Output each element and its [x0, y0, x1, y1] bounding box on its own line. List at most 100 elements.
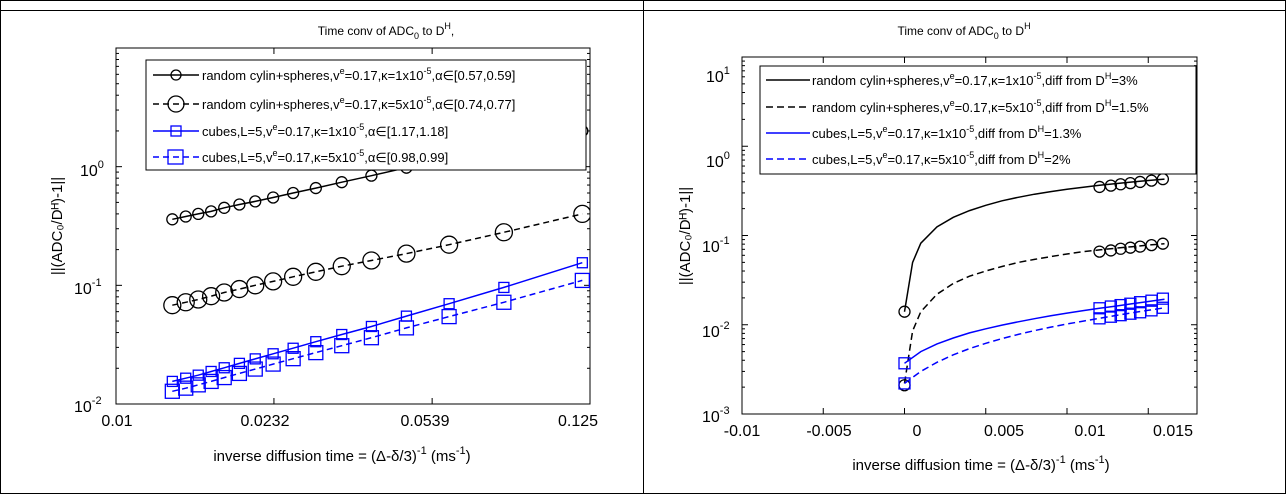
left-series-point-0 [218, 201, 231, 214]
left-series-point-2 [287, 342, 299, 354]
left-legend-label-3: cubes,L=5,ve=0.17,κ=5x10-5,α∈[0.98,0.99] [202, 148, 448, 165]
right-chart: Time conv of ADC0 to DH random cylin+sph… [677, 21, 1198, 474]
left-chart: Time conv of ADC0 to DH, random cylin+sp… [49, 21, 598, 465]
right-series-line-3 [904, 307, 1165, 385]
left-series-point-1 [573, 204, 590, 224]
left-series-point-1 [215, 283, 234, 302]
right-series-point-0 [1104, 179, 1118, 192]
right-y-tick-label: 101 [706, 65, 730, 86]
left-legend-box [145, 59, 587, 171]
right-legend-label-3: cubes,L=5,ve=0.17,κ=5x10-5,diff from DH=… [812, 150, 1071, 167]
left-x-tick-label: 0.125 [558, 413, 598, 430]
left-series-point-0 [335, 176, 348, 189]
left-x-tick-label: 0.01 [101, 413, 132, 430]
left-series-point-1 [332, 257, 351, 276]
right-series-point-1 [1124, 241, 1137, 254]
left-chart-title: Time conv of ADC0 to DH, [318, 21, 454, 41]
right-series-point-3 [1124, 307, 1137, 320]
left-series-point-0 [179, 210, 192, 223]
left-series-point-3 [178, 380, 194, 396]
left-series-point-3 [334, 338, 350, 354]
right-y-axis: 10-3 10-2 10-1 100 101 ||(ADC₀/Dᴴ)-1|| [677, 65, 730, 426]
left-series-point-2 [267, 348, 279, 360]
left-series-point-1 [246, 276, 265, 295]
right-series-point-1 [1156, 237, 1170, 250]
left-legend-label-2: cubes,L=5,ve=0.17,κ=1x10-5,α∈[1.17,1.18] [202, 122, 448, 139]
left-series-point-1 [189, 290, 208, 309]
left-series-point-1 [494, 223, 514, 242]
left-series-point-2 [365, 320, 378, 333]
left-legend-label-1: random cylin+spheres,ve=0.17,κ=5x10-5,α∈… [202, 95, 515, 112]
left-series-point-2 [218, 362, 230, 374]
right-series-point-3 [1156, 301, 1170, 314]
left-series-point-0 [204, 205, 218, 218]
left-x-tick-label: 0.0232 [241, 413, 290, 430]
right-legend-box [759, 65, 1197, 175]
left-legend-label-0: random cylin+spheres,ve=0.17,κ=1x10-5,α∈… [202, 66, 515, 83]
right-x-tick-label: -0.01 [724, 423, 761, 440]
right-series-point-0 [898, 305, 911, 318]
left-series-point-3 [285, 351, 301, 367]
right-series-point-1 [1104, 244, 1118, 257]
left-x-tick-label: 0.0539 [401, 413, 450, 430]
left-series-point-0 [249, 195, 262, 208]
right-series-line-2 [904, 298, 1165, 364]
left-series-point-2 [576, 257, 588, 269]
right-series-line-0 [903, 178, 1165, 312]
left-x-axis-label: inverse diffusion time = (Δ-δ/3)-1 (ms-1… [213, 445, 470, 465]
left-series-point-3 [247, 361, 263, 377]
left-series-point-1 [306, 262, 325, 281]
right-series-point-2 [1124, 297, 1137, 310]
right-series-point-2 [898, 357, 911, 370]
left-series-point-1 [176, 293, 195, 312]
left-series-point-0 [233, 198, 246, 211]
left-series-point-3 [574, 272, 590, 289]
right-series-point-3 [898, 377, 911, 390]
left-series-point-2 [192, 369, 204, 381]
right-y-tick-label: 100 [706, 150, 730, 171]
right-y-tick-label: 10-3 [702, 405, 730, 426]
left-series-point-0 [309, 181, 322, 195]
left-series-clip-group [163, 124, 590, 399]
left-legend: random cylin+spheres,ve=0.17,κ=1x10-5,α∈… [145, 59, 587, 171]
left-series-point-2 [443, 298, 455, 310]
left-series-line-2 [172, 261, 583, 383]
left-series-point-1 [283, 267, 303, 286]
left-series-point-1 [201, 287, 221, 306]
left-series-point-3 [363, 330, 380, 346]
left-series-point-2 [310, 336, 322, 348]
right-y-tick-label: 10-1 [702, 235, 730, 256]
left-series-point-1 [439, 235, 459, 254]
left-series-point-2 [336, 328, 348, 341]
left-legend-marker-0 [170, 69, 182, 81]
left-series-line-1 [172, 213, 583, 306]
panel-divider [643, 0, 644, 494]
left-series-point-3 [231, 365, 248, 382]
left-series-point-3 [308, 344, 324, 361]
right-series-point-1 [1114, 242, 1127, 255]
left-series-point-0 [192, 207, 205, 221]
left-series-point-1 [263, 272, 283, 291]
right-series-point-3 [1114, 309, 1127, 322]
right-series-point-3 [1104, 310, 1118, 323]
right-series-point-2 [1156, 292, 1170, 305]
right-x-tick-label: -0.005 [806, 423, 851, 440]
left-legend-marker-1 [167, 95, 185, 113]
left-series-point-3 [190, 377, 206, 393]
right-series-point-2 [1114, 298, 1127, 312]
right-x-tick-label: 0 [913, 423, 922, 440]
left-series-point-2 [166, 375, 178, 388]
left-series-point-0 [286, 186, 300, 200]
right-x-axis: -0.01 -0.005 0 0.005 0.01 0.015 inverse … [724, 423, 1193, 474]
left-series-point-3 [398, 320, 415, 336]
left-legend-marker-2 [170, 125, 182, 137]
left-series-point-0 [166, 213, 179, 226]
left-series-point-3 [441, 308, 457, 325]
right-y-tick-label: 10-2 [702, 320, 730, 341]
left-y-tick-label: 100 [80, 159, 104, 180]
right-series-point-0 [1114, 178, 1127, 191]
left-series-group [115, 48, 591, 405]
right-y-axis-label: ||(ADC₀/Dᴴ)-1|| [677, 187, 694, 285]
left-series-point-3 [216, 369, 232, 386]
